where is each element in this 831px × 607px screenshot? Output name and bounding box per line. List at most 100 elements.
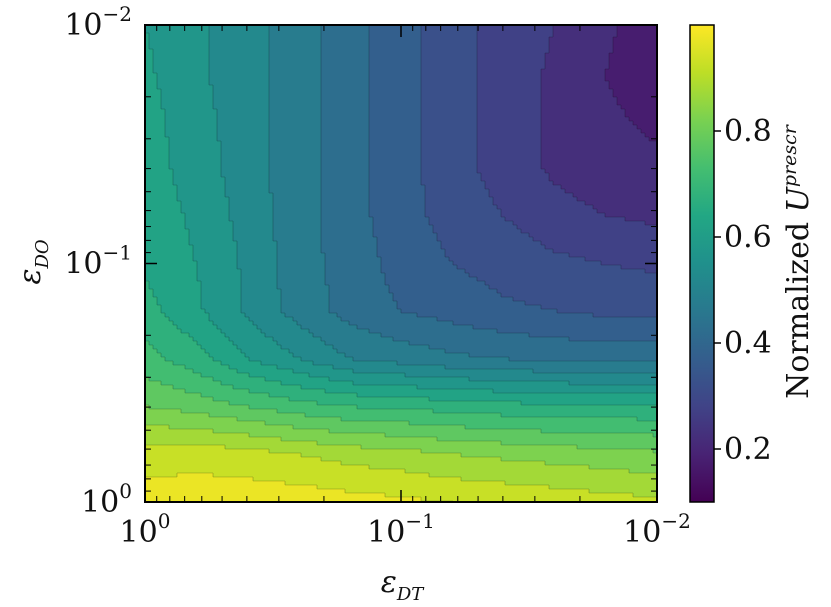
heatmap-cell — [505, 93, 510, 98]
heatmap-cell — [401, 101, 406, 106]
heatmap-cell — [437, 169, 442, 174]
heatmap-cell — [613, 161, 618, 166]
heatmap-cell — [269, 109, 274, 114]
heatmap-cell — [549, 157, 554, 162]
heatmap-cell — [289, 105, 294, 110]
heatmap-cell — [425, 117, 430, 122]
heatmap-cell — [277, 73, 282, 78]
heatmap-cell — [405, 69, 410, 74]
heatmap-cell — [349, 29, 354, 34]
heatmap-cell — [277, 93, 282, 98]
heatmap-cell — [413, 157, 418, 162]
heatmap-cell — [557, 85, 562, 90]
heatmap-cell — [377, 165, 382, 170]
heatmap-cell — [273, 89, 278, 94]
heatmap-cell — [237, 41, 242, 46]
heatmap-cell — [285, 117, 290, 122]
heatmap-cell — [285, 141, 290, 146]
heatmap-cell — [477, 33, 482, 38]
heatmap-cell — [385, 33, 390, 38]
heatmap-cell — [409, 117, 414, 122]
heatmap-cell — [301, 173, 306, 178]
heatmap-cell — [185, 53, 190, 58]
heatmap-cell — [205, 57, 210, 62]
heatmap-cell — [369, 133, 374, 138]
heatmap-cell — [273, 145, 278, 150]
heatmap-cell — [209, 29, 214, 34]
heatmap-cell — [609, 77, 614, 82]
heatmap-cell — [281, 69, 286, 74]
heatmap-cell — [145, 33, 150, 38]
heatmap-cell — [597, 149, 602, 154]
heatmap-cell — [321, 169, 326, 174]
heatmap-cell — [449, 29, 454, 34]
heatmap-cell — [477, 77, 482, 82]
heatmap-cell — [165, 105, 170, 110]
heatmap-cell — [565, 65, 570, 70]
heatmap-cell — [145, 149, 150, 154]
heatmap-cell — [461, 109, 466, 114]
heatmap-cell — [601, 37, 606, 42]
heatmap-cell — [221, 101, 226, 106]
heatmap-cell — [601, 121, 606, 126]
heatmap-cell — [617, 37, 622, 42]
heatmap-cell — [537, 105, 542, 110]
heatmap-cell — [569, 153, 574, 158]
heatmap-cell — [521, 133, 526, 138]
heatmap-cell — [637, 73, 642, 78]
heatmap-cell — [529, 25, 534, 30]
heatmap-cell — [321, 129, 326, 134]
heatmap-cell — [349, 77, 354, 82]
heatmap-cell — [485, 29, 490, 34]
heatmap-cell — [481, 89, 486, 94]
heatmap-cell — [341, 77, 346, 82]
heatmap-cell — [473, 25, 478, 30]
heatmap-cell — [429, 101, 434, 106]
heatmap-cell — [581, 73, 586, 78]
heatmap-cell — [537, 45, 542, 50]
heatmap-cell — [181, 129, 186, 134]
heatmap-cell — [637, 177, 642, 182]
heatmap-cell — [361, 33, 366, 38]
heatmap-cell — [145, 85, 150, 90]
heatmap-cell — [357, 61, 362, 66]
heatmap-cell — [469, 85, 474, 90]
heatmap-cell — [485, 37, 490, 42]
heatmap-cell — [177, 141, 182, 146]
heatmap-cell — [357, 153, 362, 158]
heatmap-cell — [649, 157, 654, 162]
heatmap-cell — [429, 37, 434, 42]
heatmap-cell — [541, 65, 546, 70]
heatmap-cell — [633, 33, 638, 38]
heatmap-cell — [365, 57, 370, 62]
heatmap-cell — [529, 165, 534, 170]
heatmap-cell — [501, 101, 506, 106]
heatmap-cell — [305, 101, 310, 106]
heatmap-cell — [457, 53, 462, 58]
heatmap-cell — [517, 169, 522, 174]
heatmap-cell — [553, 161, 558, 166]
heatmap-cell — [313, 169, 318, 174]
heatmap-cell — [369, 145, 374, 150]
heatmap-cell — [573, 169, 578, 174]
heatmap-cell — [177, 97, 182, 102]
heatmap-cell — [545, 173, 550, 178]
heatmap-cell — [381, 173, 386, 178]
heatmap-cell — [517, 37, 522, 42]
heatmap-cell — [377, 77, 382, 82]
heatmap-cell — [461, 101, 466, 106]
heatmap-cell — [517, 77, 522, 82]
heatmap-cell — [185, 117, 190, 122]
heatmap-cell — [357, 69, 362, 74]
heatmap-cell — [481, 57, 486, 62]
heatmap-cell — [485, 177, 490, 182]
heatmap-cell — [485, 41, 490, 46]
heatmap-cell — [337, 153, 342, 158]
heatmap-cell — [225, 165, 230, 170]
heatmap-cell — [165, 145, 170, 150]
heatmap-cell — [433, 113, 438, 118]
heatmap-cell — [517, 25, 522, 30]
heatmap-cell — [513, 149, 518, 154]
heatmap-cell — [301, 113, 306, 118]
heatmap-cell — [345, 157, 350, 162]
